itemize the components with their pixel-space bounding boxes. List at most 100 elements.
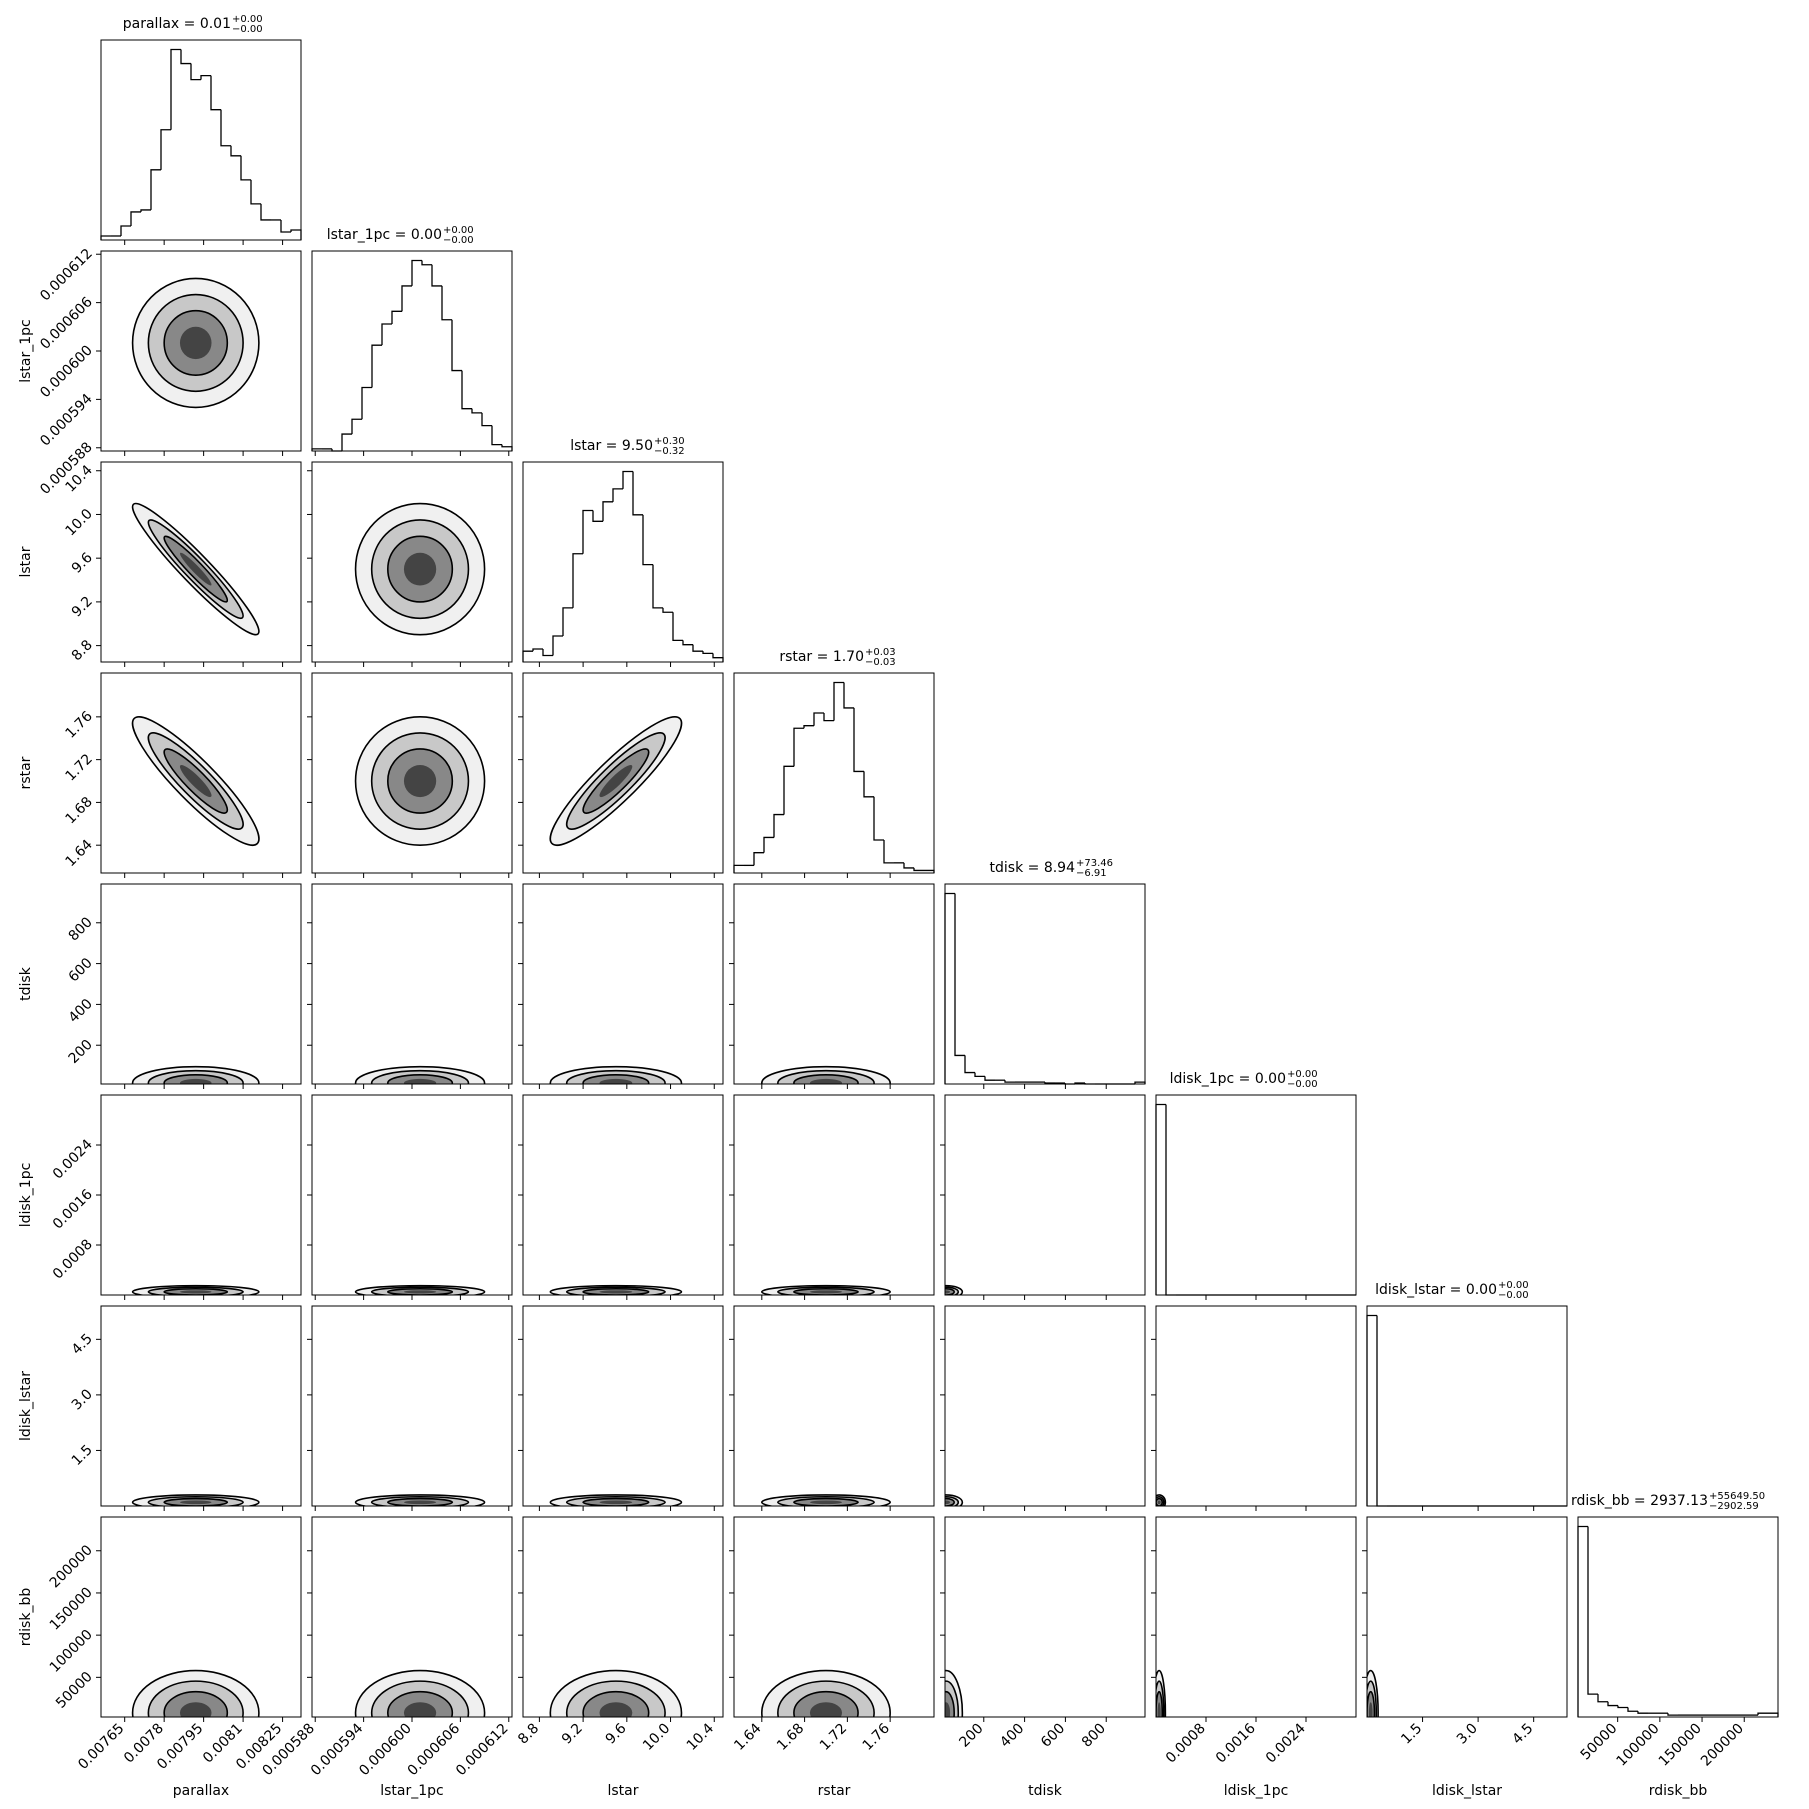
- contours: [761, 1494, 891, 1506]
- panel: 1.64 1.68 1.72 1.76: [62, 672, 302, 878]
- histogram-bin: [833, 681, 844, 721]
- x-tick-label: 0.0016: [1213, 1720, 1259, 1766]
- y-axis-label: lstar: [18, 546, 34, 577]
- title-upper: +0.30: [654, 436, 685, 447]
- panel: [518, 1305, 724, 1511]
- contours: [549, 1494, 683, 1506]
- panel-frame: [522, 883, 724, 1085]
- histogram-bin: [964, 1055, 975, 1074]
- histogram-bin: [1155, 1103, 1166, 1295]
- y-tick-label: 0.000612: [37, 246, 96, 305]
- panel: 0.007650.00780.007950.00810.008255000010…: [47, 1516, 302, 1773]
- x-tick-label: 3.0: [1454, 1721, 1481, 1748]
- y-tick-label: 50000: [53, 1669, 96, 1712]
- density-contour: [809, 1702, 843, 1717]
- title-upper: +0.00: [232, 14, 263, 25]
- panel-frame: [944, 1094, 1146, 1296]
- x-tick-label: 0.000612: [453, 1721, 512, 1780]
- title-lower: −0.00: [443, 235, 474, 246]
- histogram-bin: [702, 651, 713, 654]
- histogram-bin: [441, 285, 452, 321]
- y-tick-label: 400: [66, 996, 96, 1026]
- panel: [518, 883, 724, 1089]
- histogram-bin: [371, 344, 382, 388]
- histogram-bin: [1607, 1701, 1618, 1707]
- panel-frame: [100, 250, 302, 452]
- density-contour: [809, 1290, 843, 1294]
- histogram-bin: [813, 712, 824, 726]
- contours: [1156, 1669, 1167, 1717]
- histogram-bin: [903, 862, 914, 869]
- title-upper: +0.00: [443, 225, 474, 236]
- contours: [354, 1284, 486, 1295]
- x-tick-label: 0.00765: [75, 1721, 127, 1773]
- density-contour: [179, 326, 212, 360]
- panel: [518, 1094, 724, 1300]
- histogram-bin: [180, 49, 191, 65]
- panel-title: rdisk_bb = 2937.13: [1571, 1493, 1708, 1509]
- density-contour: [599, 1290, 633, 1294]
- panel: ldisk_lstar = 0.00 +0.00−0.00: [1366, 1280, 1568, 1511]
- density-contour: [945, 1290, 951, 1294]
- x-tick-label: 8.8: [515, 1721, 542, 1748]
- x-axis-label: rstar: [818, 1783, 851, 1799]
- contours: [131, 1065, 260, 1084]
- histogram-bin: [1004, 1080, 1015, 1083]
- x-axis-label: ldisk_lstar: [1432, 1783, 1502, 1799]
- panel-frame: [100, 1516, 302, 1718]
- panel-frame: [944, 1516, 1146, 1718]
- histogram-bin: [120, 225, 131, 236]
- density-contour: [1157, 1500, 1161, 1505]
- density-contour: [403, 1078, 437, 1084]
- histogram-bin: [873, 796, 884, 841]
- histogram-bin: [823, 713, 834, 722]
- histogram-bin: [954, 893, 965, 1057]
- x-axis-label: lstar: [607, 1783, 638, 1799]
- histogram-bin: [200, 74, 211, 80]
- contours: [549, 1065, 683, 1084]
- y-tick-label: 3.0: [69, 1386, 96, 1413]
- y-tick-label: 200: [66, 1037, 96, 1067]
- panel-title: rstar = 1.70: [779, 649, 864, 665]
- panel: [307, 1305, 513, 1511]
- histogram-bin: [652, 564, 663, 609]
- panel: [729, 1305, 935, 1511]
- y-tick-label: 4.5: [69, 1331, 96, 1358]
- contours: [761, 1669, 891, 1717]
- panel: [729, 1094, 935, 1300]
- histogram-bin: [210, 75, 221, 111]
- histogram-bin: [240, 155, 251, 181]
- title-lower: −0.03: [865, 657, 896, 668]
- histogram-bin: [1597, 1694, 1608, 1703]
- panel-title: ldisk_lstar = 0.00: [1375, 1282, 1497, 1298]
- panel-frame: [944, 1305, 1146, 1507]
- density-contour: [403, 764, 437, 798]
- y-tick-label: 8.8: [69, 637, 96, 664]
- y-tick-label: 600: [66, 955, 96, 985]
- panel-title: tdisk = 8.94: [990, 860, 1076, 876]
- density-contour: [403, 1702, 437, 1717]
- panel-frame: [311, 1516, 513, 1718]
- panel: [307, 672, 513, 878]
- panel: lstar = 9.50 +0.30−0.32: [522, 436, 724, 667]
- histogram-bin: [793, 727, 804, 767]
- panel: 1.5 3.0 4.5: [1362, 1516, 1568, 1748]
- panel-frame: [311, 672, 513, 874]
- y-tick-label: 9.2: [69, 593, 96, 620]
- histogram-bin: [1757, 1712, 1768, 1716]
- histogram-bin: [602, 501, 613, 522]
- histogram-bin: [592, 510, 603, 522]
- y-axis-label: lstar_1pc: [18, 319, 34, 383]
- panel-title: lstar_1pc = 0.00: [327, 227, 442, 243]
- histogram-bin: [984, 1076, 995, 1081]
- panel-frame: [311, 1305, 513, 1507]
- histogram-bin: [1637, 1711, 1648, 1714]
- contours: [549, 716, 683, 846]
- histogram-bin: [361, 386, 372, 420]
- x-tick-label: 200: [956, 1721, 986, 1751]
- density-contour: [179, 552, 212, 586]
- density-contour: [403, 1290, 437, 1294]
- histogram-bin: [753, 852, 764, 866]
- y-tick-label: 10.0: [62, 506, 95, 539]
